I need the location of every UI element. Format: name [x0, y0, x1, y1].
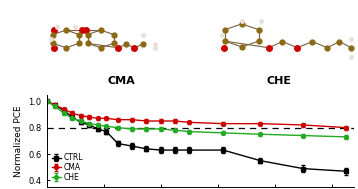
Text: CHE: CHE — [267, 76, 292, 86]
Text: CMA: CMA — [108, 76, 136, 86]
Legend: CTRL, CMA, CHE: CTRL, CMA, CHE — [50, 152, 84, 183]
Y-axis label: Normalized PCE: Normalized PCE — [14, 105, 23, 177]
